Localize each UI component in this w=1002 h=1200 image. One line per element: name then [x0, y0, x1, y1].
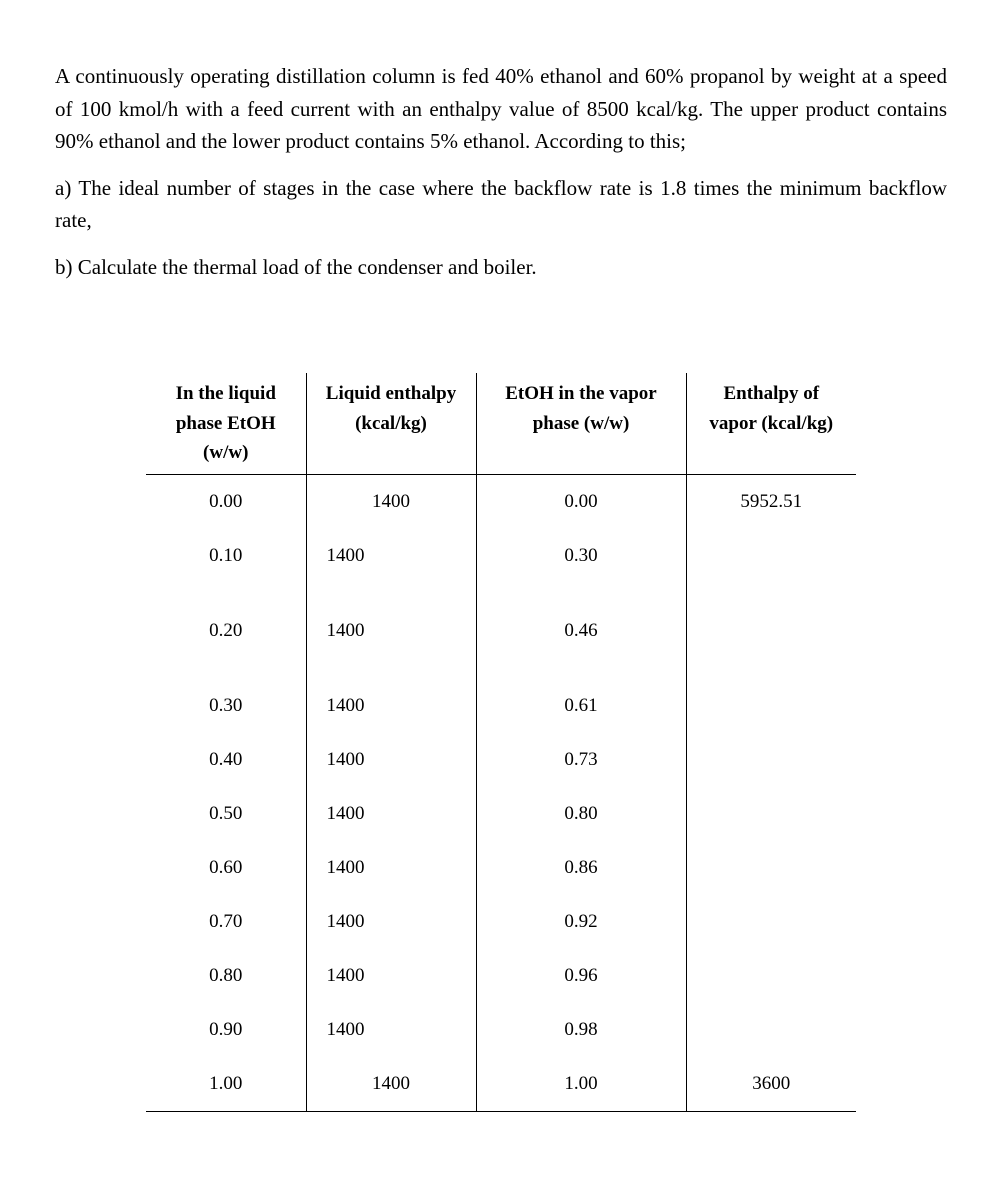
table-row: 0.3014000.61	[146, 679, 856, 733]
cell-vapor-enthalpy	[686, 583, 856, 679]
col-header-vapor-enthalpy: Enthalpy of vapor (kcal/kg)	[686, 373, 856, 474]
table-row: 0.7014000.92	[146, 895, 856, 949]
table-row: 0.5014000.80	[146, 787, 856, 841]
table-row: 0.6014000.86	[146, 841, 856, 895]
cell-liquid-etoh: 0.90	[146, 1003, 306, 1057]
cell-liquid-enthalpy: 1400	[306, 949, 476, 1003]
header-text: EtOH in the vapor	[505, 383, 656, 404]
header-text: phase (w/w)	[533, 413, 630, 434]
header-text: (kcal/kg)	[355, 413, 427, 434]
table-row: 0.4014000.73	[146, 733, 856, 787]
cell-liquid-enthalpy: 1400	[306, 529, 476, 583]
cell-liquid-etoh: 0.30	[146, 679, 306, 733]
page: A continuously operating distillation co…	[0, 0, 1002, 1172]
cell-liquid-enthalpy: 1400	[306, 895, 476, 949]
cell-vapor-enthalpy	[686, 949, 856, 1003]
header-text: (w/w)	[203, 442, 248, 463]
cell-vapor-enthalpy	[686, 841, 856, 895]
table-row: 0.9014000.98	[146, 1003, 856, 1057]
cell-liquid-enthalpy: 1400	[306, 1057, 476, 1112]
col-header-liquid-enthalpy: Liquid enthalpy (kcal/kg)	[306, 373, 476, 474]
cell-liquid-etoh: 0.40	[146, 733, 306, 787]
enthalpy-table: In the liquid phase EtOH (w/w) Liquid en…	[146, 373, 856, 1111]
header-text: Liquid enthalpy	[326, 383, 456, 404]
table-row: 0.1014000.30	[146, 529, 856, 583]
table-container: In the liquid phase EtOH (w/w) Liquid en…	[55, 373, 947, 1111]
cell-vapor-etoh: 0.46	[476, 583, 686, 679]
cell-liquid-enthalpy: 1400	[306, 787, 476, 841]
cell-liquid-etoh: 0.00	[146, 474, 306, 529]
cell-liquid-etoh: 0.70	[146, 895, 306, 949]
table-row: 0.0014000.005952.51	[146, 474, 856, 529]
table-row: 1.0014001.003600	[146, 1057, 856, 1112]
table-row: 0.2014000.46	[146, 583, 856, 679]
cell-vapor-enthalpy	[686, 733, 856, 787]
cell-liquid-etoh: 0.20	[146, 583, 306, 679]
cell-vapor-etoh: 0.73	[476, 733, 686, 787]
table-row: 0.8014000.96	[146, 949, 856, 1003]
cell-vapor-etoh: 0.61	[476, 679, 686, 733]
problem-intro: A continuously operating distillation co…	[55, 60, 947, 158]
cell-vapor-enthalpy	[686, 895, 856, 949]
cell-vapor-etoh: 0.96	[476, 949, 686, 1003]
cell-liquid-etoh: 0.80	[146, 949, 306, 1003]
cell-vapor-etoh: 0.86	[476, 841, 686, 895]
cell-vapor-enthalpy	[686, 529, 856, 583]
cell-liquid-enthalpy: 1400	[306, 1003, 476, 1057]
cell-liquid-enthalpy: 1400	[306, 474, 476, 529]
table-body: 0.0014000.005952.510.1014000.300.2014000…	[146, 474, 856, 1111]
cell-liquid-enthalpy: 1400	[306, 679, 476, 733]
header-text: vapor (kcal/kg)	[709, 413, 833, 434]
cell-liquid-etoh: 0.60	[146, 841, 306, 895]
cell-liquid-enthalpy: 1400	[306, 583, 476, 679]
cell-vapor-etoh: 0.92	[476, 895, 686, 949]
cell-vapor-etoh: 1.00	[476, 1057, 686, 1112]
problem-part-a: a) The ideal number of stages in the cas…	[55, 172, 947, 237]
cell-liquid-etoh: 1.00	[146, 1057, 306, 1112]
cell-vapor-enthalpy	[686, 679, 856, 733]
cell-liquid-enthalpy: 1400	[306, 733, 476, 787]
header-text: phase EtOH	[176, 413, 276, 434]
cell-vapor-etoh: 0.80	[476, 787, 686, 841]
cell-vapor-etoh: 0.30	[476, 529, 686, 583]
table-header-row: In the liquid phase EtOH (w/w) Liquid en…	[146, 373, 856, 474]
cell-vapor-enthalpy	[686, 1003, 856, 1057]
cell-vapor-enthalpy: 3600	[686, 1057, 856, 1112]
header-text: Enthalpy of	[723, 383, 819, 404]
cell-vapor-enthalpy	[686, 787, 856, 841]
cell-liquid-enthalpy: 1400	[306, 841, 476, 895]
cell-vapor-etoh: 0.98	[476, 1003, 686, 1057]
col-header-vapor-etoh: EtOH in the vapor phase (w/w)	[476, 373, 686, 474]
cell-vapor-enthalpy: 5952.51	[686, 474, 856, 529]
col-header-liquid-etoh: In the liquid phase EtOH (w/w)	[146, 373, 306, 474]
cell-liquid-etoh: 0.10	[146, 529, 306, 583]
header-text: In the liquid	[176, 383, 276, 404]
problem-part-b: b) Calculate the thermal load of the con…	[55, 251, 947, 284]
cell-liquid-etoh: 0.50	[146, 787, 306, 841]
cell-vapor-etoh: 0.00	[476, 474, 686, 529]
